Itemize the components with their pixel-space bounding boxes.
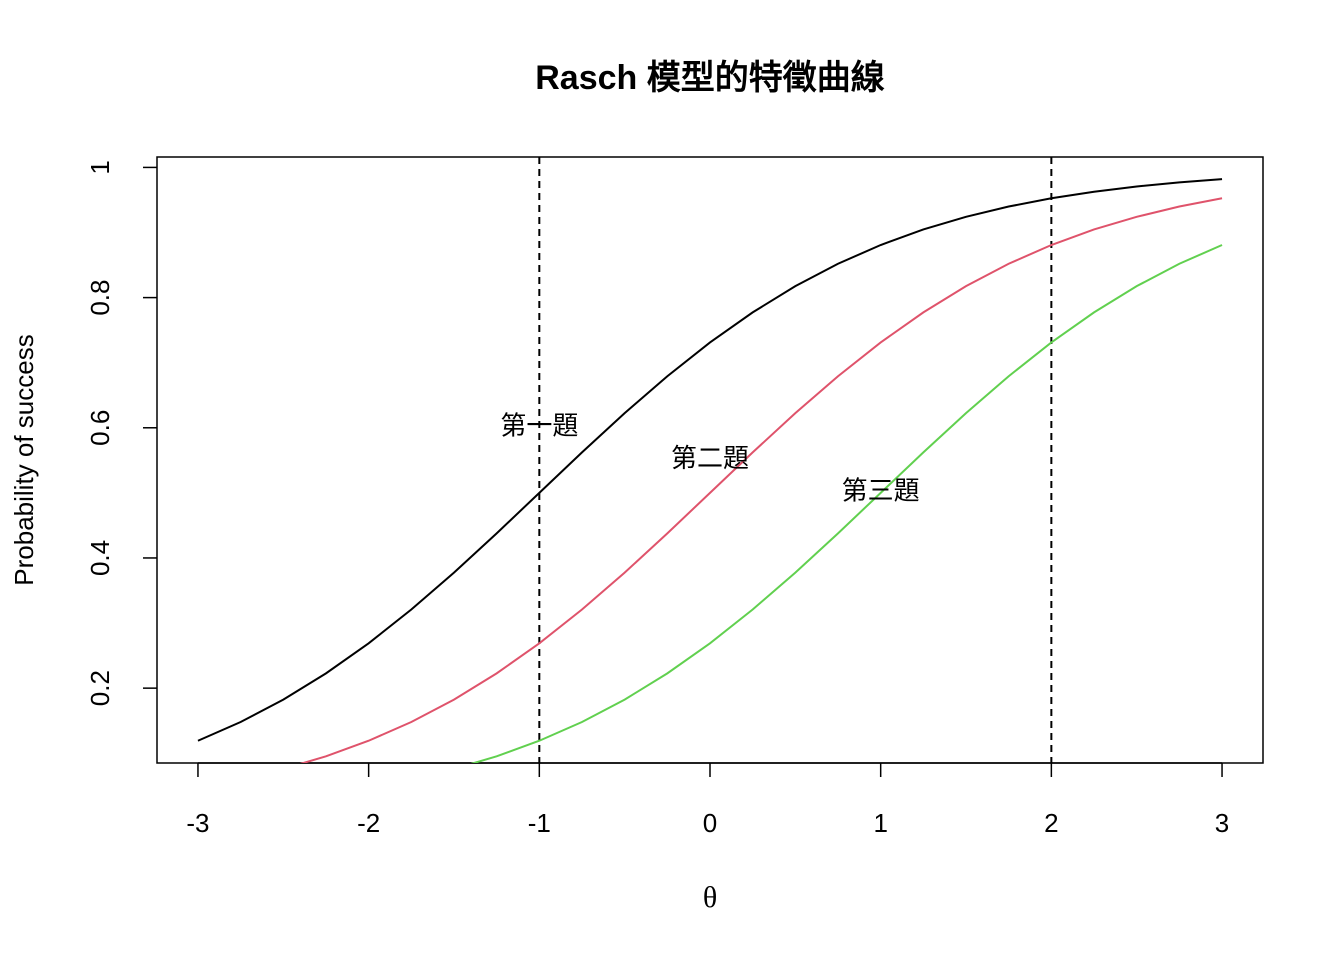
x-tick-label: 0 [703,808,717,838]
y-axis-label: Probability of success [9,334,39,585]
annotation: 第三題 [842,476,920,506]
x-axis-label: θ [703,881,717,914]
y-tick-label: 0.4 [85,540,115,576]
chart-title: Rasch 模型的特徵曲線 [535,59,885,97]
x-tick-label: 2 [1044,808,1058,838]
y-tick-label: 1 [85,160,115,174]
y-tick-label: 0.2 [85,670,115,706]
annotation: 第二題 [671,443,749,473]
y-tick-label: 0.6 [85,410,115,446]
x-tick-label: 3 [1215,808,1229,838]
series-line [470,244,1223,763]
series-line [299,197,1223,763]
y-tick-label: 0.8 [85,280,115,316]
series-line [197,178,1223,742]
annotation: 第一題 [500,411,578,441]
x-tick-label: -3 [186,808,209,838]
x-tick-label: 1 [873,808,887,838]
x-tick-label: -2 [357,808,380,838]
x-tick-label: -1 [528,808,551,838]
